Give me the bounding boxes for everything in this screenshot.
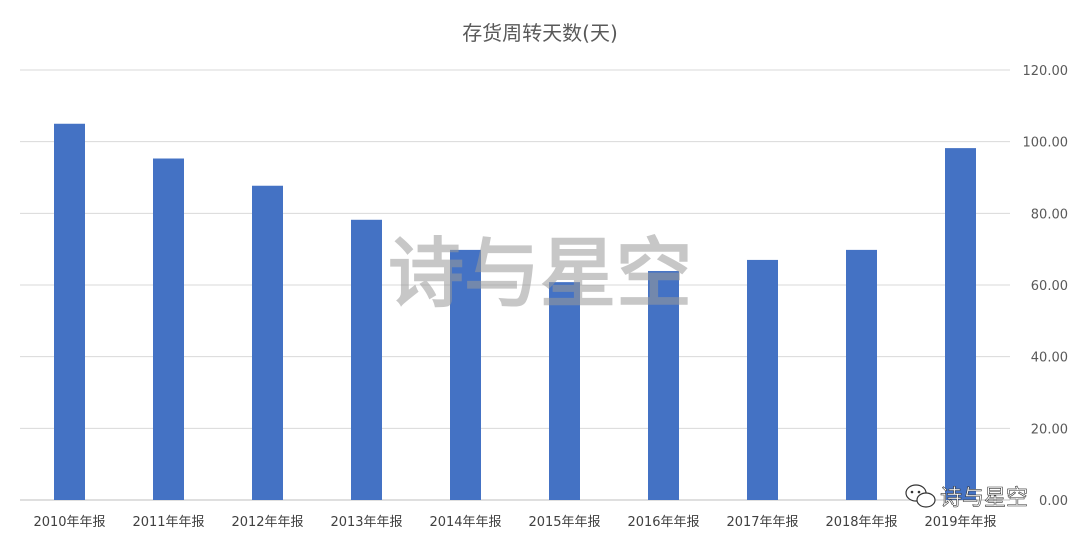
x-axis-categories: 2010年年报 2011年年报 2012年年报 2013年年报 2014年年报 2015年… bbox=[33, 515, 996, 530]
y-tick-label: 120.00 bbox=[1023, 64, 1069, 79]
x-category-label: 2011年年报 bbox=[132, 515, 204, 530]
x-category-label: 2012年年报 bbox=[231, 515, 303, 530]
y-tick-label: 20.00 bbox=[1031, 422, 1068, 437]
bar bbox=[648, 271, 679, 500]
bar bbox=[549, 282, 580, 500]
gridlines bbox=[20, 69, 1010, 501]
x-category-label: 2019年年报 bbox=[924, 515, 996, 530]
bar bbox=[846, 249, 877, 500]
bar bbox=[54, 123, 85, 500]
x-category-label: 2015年年报 bbox=[528, 515, 600, 530]
y-tick-label: 80.00 bbox=[1031, 207, 1068, 222]
x-category-label: 2013年年报 bbox=[330, 515, 402, 530]
x-category-label: 2014年年报 bbox=[429, 515, 501, 530]
y-tick-label: 60.00 bbox=[1031, 279, 1068, 294]
bar bbox=[252, 185, 283, 500]
bar bbox=[945, 148, 976, 500]
y-tick-label: 40.00 bbox=[1031, 351, 1068, 366]
watermark-text: 诗与星空 bbox=[388, 229, 692, 318]
y-axis-ticks: 0.00 20.00 40.00 60.00 80.00 100.00 120.00 bbox=[1023, 64, 1069, 509]
bar bbox=[747, 259, 778, 500]
bar bbox=[351, 219, 382, 501]
wechat-icon bbox=[905, 484, 936, 508]
x-category-label: 2017年年报 bbox=[726, 515, 798, 530]
y-tick-label: 100.00 bbox=[1023, 136, 1069, 151]
chart-title: 存货周转天数(天) bbox=[462, 21, 618, 45]
bar bbox=[450, 249, 481, 500]
x-category-label: 2018年年报 bbox=[825, 515, 897, 530]
y-tick-label: 0.00 bbox=[1039, 494, 1068, 509]
bar bbox=[153, 158, 184, 500]
x-category-label: 2016年年报 bbox=[627, 515, 699, 530]
corner-watermark-text: 诗与星空 bbox=[940, 486, 1028, 511]
x-category-label: 2010年年报 bbox=[33, 515, 105, 530]
corner-watermark: 诗与星空 bbox=[905, 484, 1028, 511]
bars bbox=[54, 123, 976, 501]
